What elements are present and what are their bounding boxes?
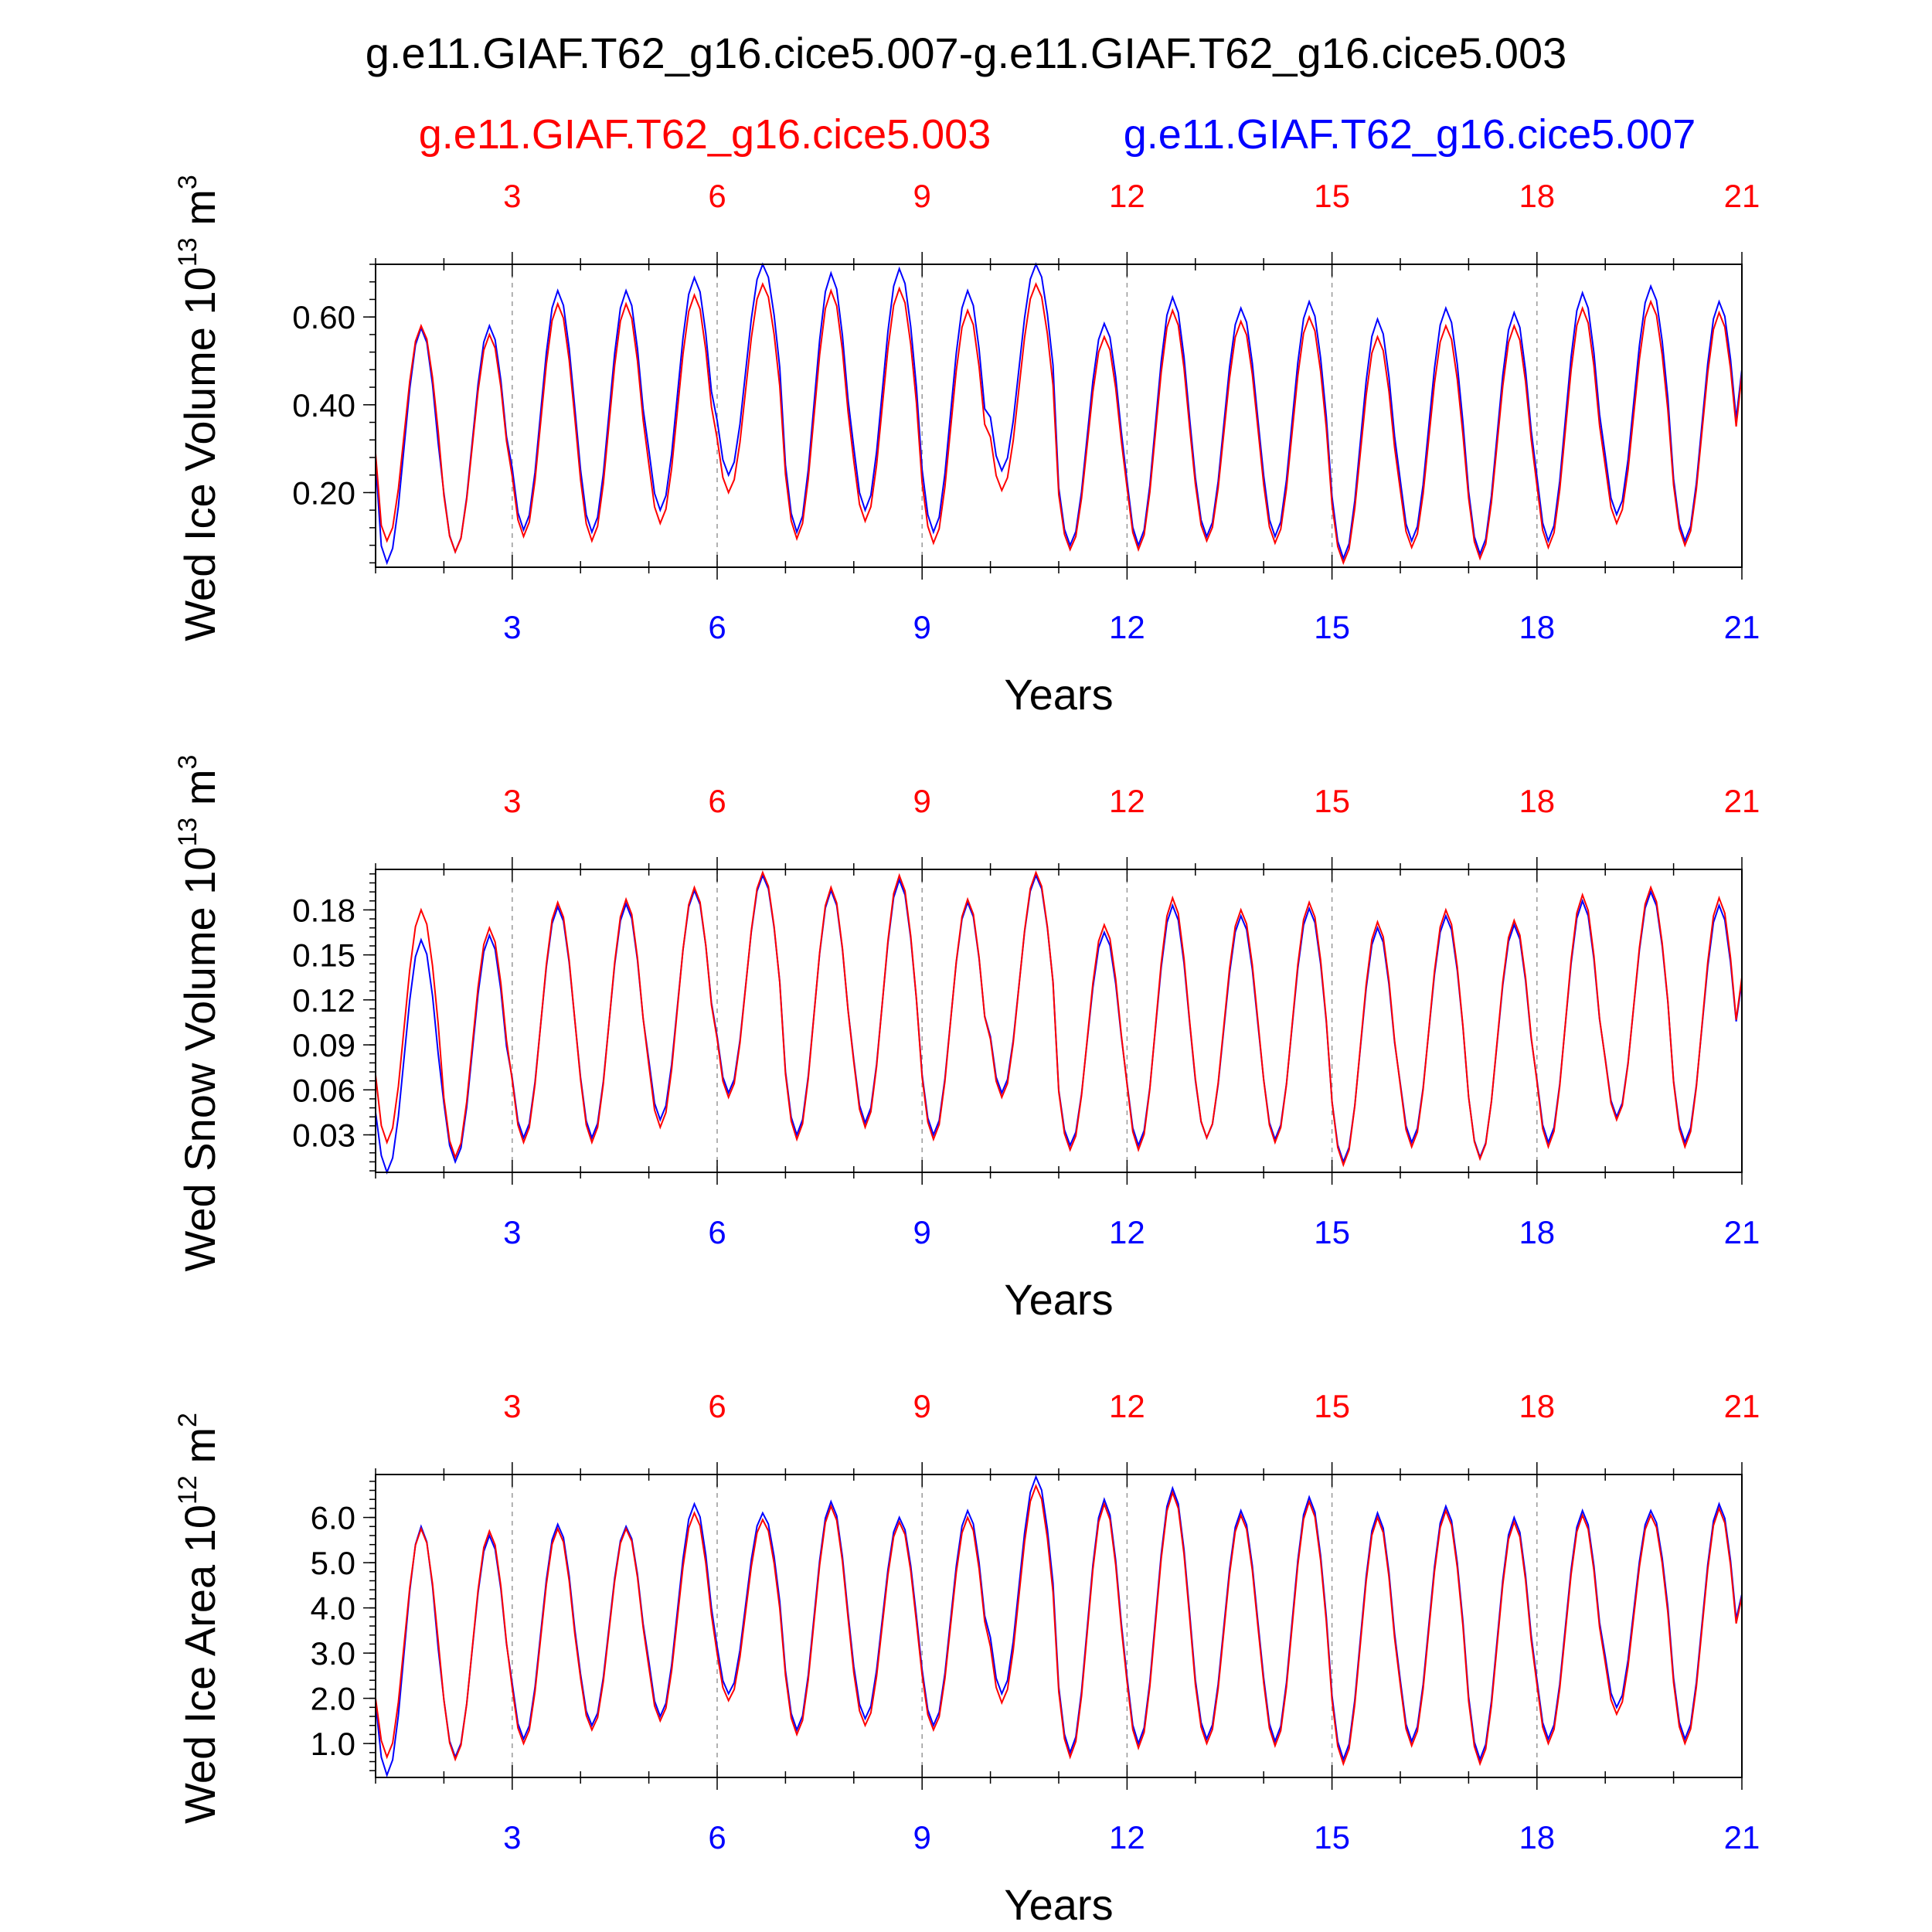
chart-panel-3: 1.0 2.0 3.0 4.0 5.0 6.0 3 3 6 6 9 9 12 12 15 15 18 18 21 21… xyxy=(173,1388,1760,1929)
y-axis-label: Wed Ice Area 1012 m2 xyxy=(173,1413,224,1824)
x-tick-label-bottom: 12 xyxy=(1109,1214,1145,1250)
x-tick-label-top: 15 xyxy=(1314,1388,1350,1424)
y-axis-label: Wed Ice Volume 1013 m3 xyxy=(173,175,224,641)
x-tick-label-bottom: 9 xyxy=(913,1819,931,1855)
y-tick-label: 0.03 xyxy=(292,1117,355,1153)
chart-title: g.e11.GIAF.T62_g16.cice5.007-g.e11.GIAF.… xyxy=(366,29,1567,77)
x-tick-label-top: 6 xyxy=(708,1388,726,1424)
x-tick-label-bottom: 15 xyxy=(1314,1214,1350,1250)
x-tick-label-top: 15 xyxy=(1314,783,1350,819)
x-tick-label-top: 21 xyxy=(1724,178,1760,214)
y-tick-label: 0.60 xyxy=(292,299,355,335)
x-tick-label-top: 21 xyxy=(1724,1388,1760,1424)
series-line-case-a xyxy=(375,870,1743,1168)
series-line-case-a xyxy=(375,1483,1743,1767)
y-tick-label: 0.20 xyxy=(292,474,355,511)
x-tick-label-top: 9 xyxy=(913,1388,931,1424)
y-tick-label: 1.0 xyxy=(311,1726,355,1762)
x-tick-label-bottom: 21 xyxy=(1724,1214,1760,1250)
series-line-case-a xyxy=(375,281,1743,566)
y-tick-label: 5.0 xyxy=(311,1545,355,1581)
x-tick-label-top: 15 xyxy=(1314,178,1350,214)
x-tick-label-bottom: 12 xyxy=(1109,1819,1145,1855)
x-tick-label-bottom: 15 xyxy=(1314,1819,1350,1855)
x-tick-label-bottom: 6 xyxy=(708,1819,726,1855)
y-tick-label: 0.15 xyxy=(292,937,355,974)
y-tick-label: 0.40 xyxy=(292,387,355,423)
y-tick-label: 3.0 xyxy=(311,1635,355,1672)
x-tick-label-top: 9 xyxy=(913,178,931,214)
x-axis-label: Years xyxy=(1004,670,1113,719)
x-tick-label-top: 3 xyxy=(503,783,521,819)
x-tick-label-bottom: 18 xyxy=(1519,1819,1555,1855)
x-tick-label-bottom: 21 xyxy=(1724,609,1760,645)
legend-case-a: g.e11.GIAF.T62_g16.cice5.003 xyxy=(419,111,992,158)
x-tick-label-top: 9 xyxy=(913,783,931,819)
x-tick-label-top: 12 xyxy=(1109,1388,1145,1424)
x-tick-label-bottom: 15 xyxy=(1314,609,1350,645)
y-axis-label: Wed Snow Volume 1013 m3 xyxy=(173,755,224,1272)
x-tick-label-top: 12 xyxy=(1109,178,1145,214)
x-tick-label-bottom: 3 xyxy=(503,1819,521,1855)
y-tick-label: 0.09 xyxy=(292,1027,355,1063)
legend-case-b: g.e11.GIAF.T62_g16.cice5.007 xyxy=(1124,111,1696,158)
y-tick-label: 2.0 xyxy=(311,1681,355,1717)
x-tick-label-top: 21 xyxy=(1724,783,1760,819)
y-tick-label: 6.0 xyxy=(311,1500,355,1536)
x-tick-label-top: 3 xyxy=(503,1388,521,1424)
x-tick-label-top: 12 xyxy=(1109,783,1145,819)
plot-frame xyxy=(375,869,1743,1173)
x-tick-label-bottom: 3 xyxy=(503,1214,521,1250)
x-axis-label: Years xyxy=(1004,1275,1113,1324)
plot-frame xyxy=(375,264,1743,568)
x-tick-label-bottom: 18 xyxy=(1519,609,1555,645)
x-tick-label-bottom: 12 xyxy=(1109,609,1145,645)
x-tick-label-top: 6 xyxy=(708,783,726,819)
chart-panel-2: 0.03 0.06 0.09 0.12 0.15 0.18 3 3 6 6 9 9 12 12 15 15 18… xyxy=(173,755,1760,1324)
plot-frame xyxy=(375,1474,1743,1778)
x-axis-label: Years xyxy=(1004,1880,1113,1929)
x-tick-label-bottom: 18 xyxy=(1519,1214,1555,1250)
y-tick-label: 4.0 xyxy=(311,1590,355,1627)
x-tick-label-bottom: 21 xyxy=(1724,1819,1760,1855)
x-tick-label-top: 18 xyxy=(1519,178,1555,214)
x-tick-label-bottom: 9 xyxy=(913,1214,931,1250)
x-tick-label-bottom: 9 xyxy=(913,609,931,645)
chart-panel-1: 0.20 0.40 0.60 3 3 6 6 9 9 12 12 15 15 18 18 21 21 Years W… xyxy=(173,175,1760,719)
x-tick-label-top: 6 xyxy=(708,178,726,214)
x-tick-label-bottom: 6 xyxy=(708,1214,726,1250)
x-tick-label-top: 18 xyxy=(1519,783,1555,819)
x-tick-label-top: 18 xyxy=(1519,1388,1555,1424)
y-tick-label: 0.18 xyxy=(292,892,355,928)
x-tick-label-top: 3 xyxy=(503,178,521,214)
x-tick-label-bottom: 3 xyxy=(503,609,521,645)
y-tick-label: 0.12 xyxy=(292,982,355,1019)
x-tick-label-bottom: 6 xyxy=(708,609,726,645)
y-tick-label: 0.06 xyxy=(292,1072,355,1108)
